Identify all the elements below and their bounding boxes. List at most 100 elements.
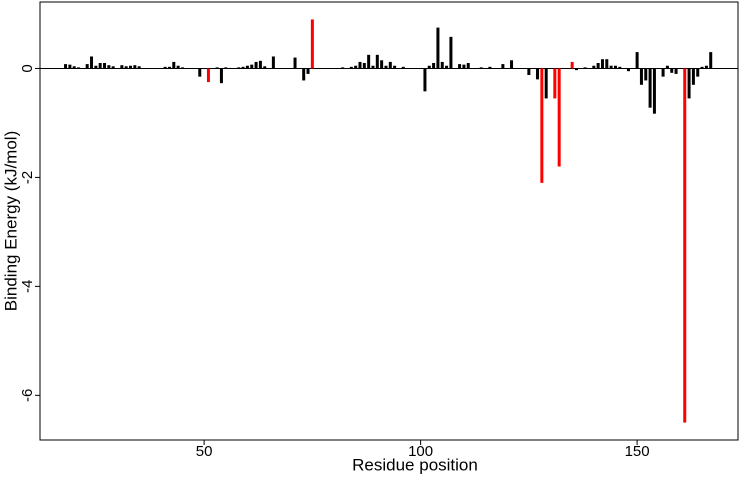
y-axis-title: Binding Energy (kJ/mol)	[1, 131, 20, 311]
bar	[241, 66, 245, 69]
bar	[527, 68, 531, 75]
bar	[570, 61, 574, 69]
bar	[133, 65, 137, 69]
bar	[137, 66, 141, 69]
bar	[72, 66, 76, 69]
bar	[215, 67, 219, 69]
bar	[302, 68, 306, 81]
bar	[691, 68, 695, 85]
bar	[665, 65, 669, 69]
bar	[540, 68, 544, 183]
bar	[384, 65, 388, 69]
bar	[341, 67, 345, 69]
bar	[219, 68, 223, 84]
bar	[362, 63, 366, 69]
bar	[501, 64, 505, 69]
bar	[172, 61, 176, 69]
y-tick-label: -6	[19, 389, 36, 402]
bar	[432, 63, 436, 69]
bar	[427, 65, 431, 69]
bar	[613, 65, 617, 69]
bar	[700, 66, 704, 69]
bar	[224, 67, 228, 69]
x-tick-label: 50	[196, 443, 213, 460]
plot-frame	[39, 1, 739, 441]
bar	[445, 65, 449, 69]
bar	[401, 66, 405, 69]
bar	[600, 59, 604, 69]
bar	[306, 68, 310, 74]
bar	[609, 65, 613, 69]
bar	[375, 54, 379, 69]
bar	[449, 36, 453, 69]
bar	[683, 68, 687, 423]
bar	[167, 66, 171, 69]
bar	[574, 68, 578, 71]
bar	[661, 68, 665, 77]
bar	[436, 27, 440, 69]
bar	[128, 65, 132, 69]
bar	[258, 60, 262, 69]
bar	[358, 61, 362, 69]
bar	[626, 68, 630, 72]
bar	[557, 68, 561, 167]
bar	[163, 66, 167, 69]
bar	[670, 68, 674, 73]
bar	[371, 65, 375, 69]
bar	[237, 67, 241, 69]
x-tick-label: 100	[408, 443, 433, 460]
bar	[544, 68, 548, 99]
bar	[553, 68, 557, 99]
bar	[293, 57, 297, 69]
bar	[652, 68, 656, 114]
bar	[440, 61, 444, 69]
bar	[462, 64, 466, 69]
bar	[458, 64, 462, 69]
x-tick-label: 150	[625, 443, 650, 460]
bar	[674, 68, 678, 74]
bar	[380, 60, 384, 69]
bar	[367, 54, 371, 69]
bar	[85, 64, 89, 69]
bar	[704, 65, 708, 69]
bar	[107, 65, 111, 69]
bar	[77, 67, 81, 69]
bar	[124, 66, 128, 69]
bar	[64, 64, 68, 69]
bar	[349, 66, 353, 69]
bar	[393, 65, 397, 69]
y-tick-label: -4	[19, 280, 36, 293]
bar	[111, 66, 115, 69]
bar	[639, 68, 643, 85]
bar	[696, 68, 700, 77]
bar	[709, 52, 713, 69]
bar	[618, 66, 622, 69]
bar	[103, 63, 107, 69]
bar	[271, 56, 275, 69]
bar	[644, 68, 648, 81]
bar	[479, 67, 483, 69]
bar	[250, 64, 254, 69]
bar	[176, 65, 180, 69]
y-tick-label: 0	[19, 64, 36, 72]
bar	[180, 67, 184, 69]
bar	[536, 68, 540, 80]
bar	[592, 65, 596, 69]
bar	[635, 52, 639, 69]
bar	[310, 19, 314, 69]
bar	[206, 68, 210, 83]
bar	[596, 63, 600, 69]
bar	[488, 66, 492, 69]
y-tick-label: -2	[19, 171, 36, 184]
bar	[245, 65, 249, 69]
bar	[263, 66, 267, 69]
bar	[354, 65, 358, 69]
bar	[510, 60, 514, 69]
bar	[120, 65, 124, 69]
bar	[68, 64, 72, 69]
bar	[228, 67, 232, 69]
bar	[254, 61, 258, 69]
bar	[466, 63, 470, 69]
